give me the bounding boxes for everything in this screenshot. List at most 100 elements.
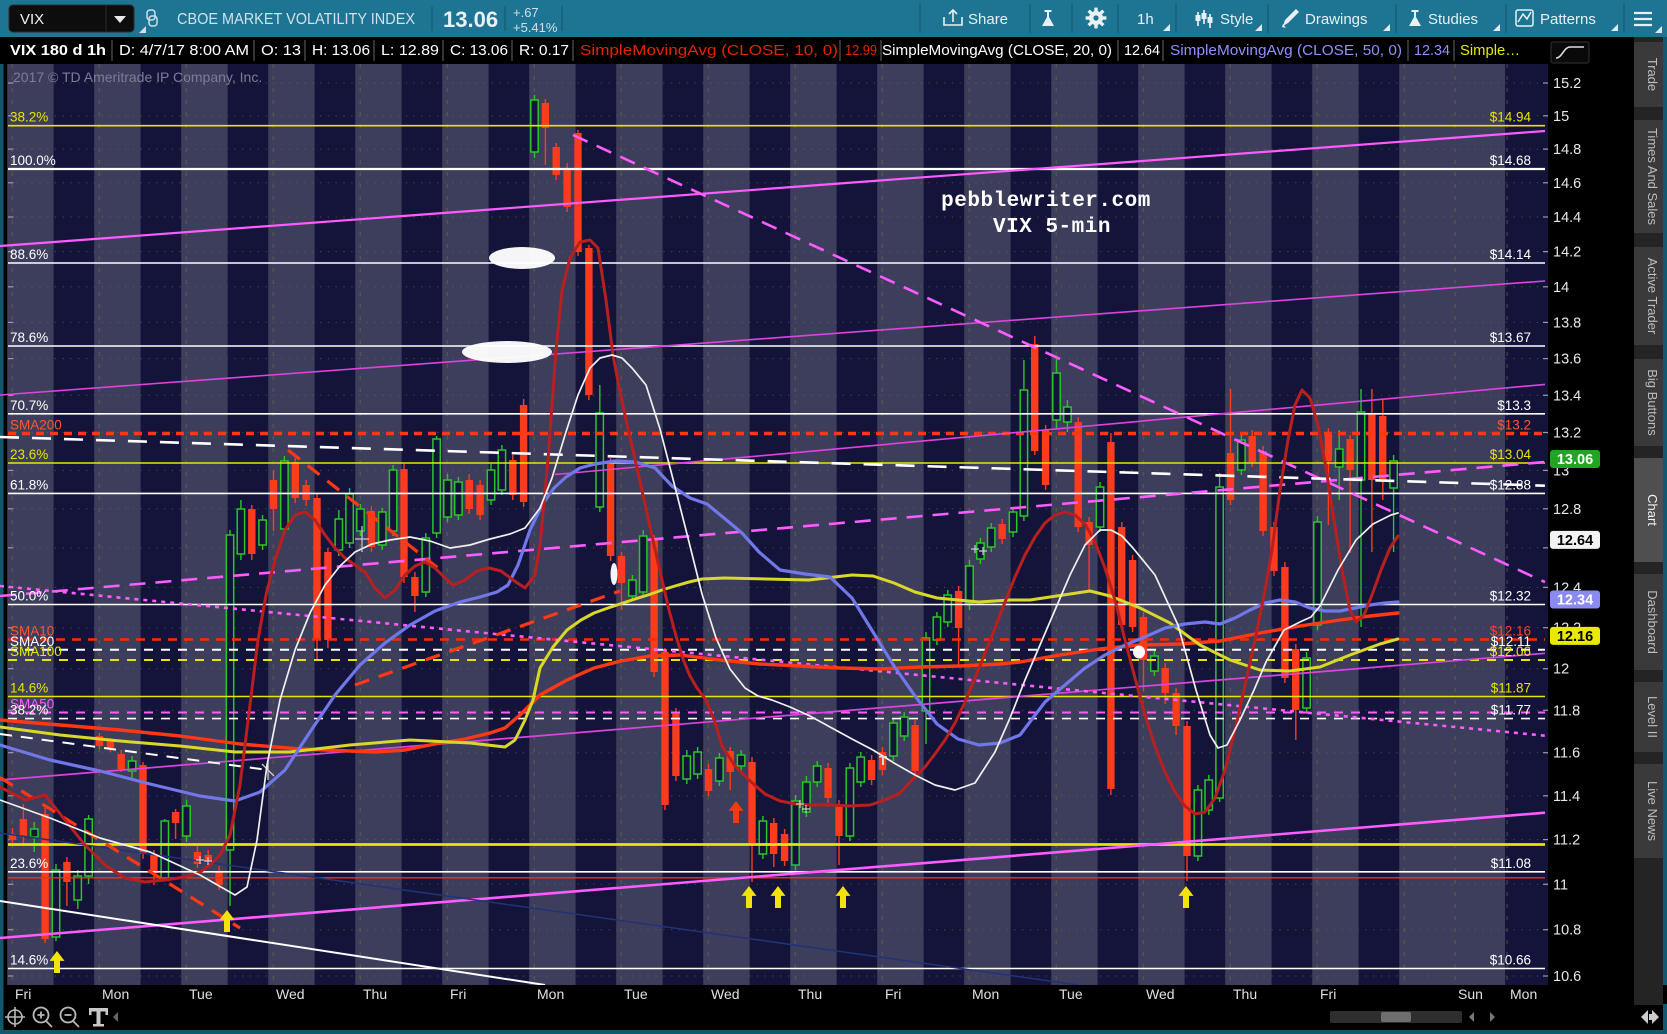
svg-text:12.34: 12.34 [1557,593,1593,609]
svg-text:70.7%: 70.7% [10,398,48,413]
svg-text:12.64: 12.64 [1557,533,1593,549]
svg-text:VIX 5-min: VIX 5-min [993,216,1111,239]
svg-text:Studies: Studies [1428,11,1478,28]
svg-text:12: 12 [1553,662,1569,678]
svg-text:$12.32: $12.32 [1490,589,1531,604]
svg-text:2017 © TD Ameritrade IP Compan: 2017 © TD Ameritrade IP Company, Inc. [13,69,262,85]
svg-text:$14.14: $14.14 [1490,247,1532,262]
svg-text:11: 11 [1553,877,1568,893]
svg-text:14.2: 14.2 [1553,245,1581,261]
svg-text:10.6: 10.6 [1553,969,1581,985]
svg-text:Level II: Level II [1645,696,1660,738]
svg-text:Tue: Tue [189,986,213,1002]
svg-text:13.06: 13.06 [443,7,498,32]
svg-text:Thu: Thu [1233,986,1257,1002]
svg-text:+.67: +.67 [513,5,539,20]
svg-text:Tue: Tue [1059,986,1083,1002]
svg-text:L: 12.89: L: 12.89 [381,43,439,59]
svg-text:$11.77: $11.77 [1491,703,1531,718]
svg-text:$12.88: $12.88 [1490,477,1531,492]
svg-text:Style: Style [1220,11,1253,28]
svg-text:Fri: Fri [885,986,901,1002]
svg-text:SMA200: SMA200 [10,418,62,433]
svg-text:VIX 180 d 1h: VIX 180 d 1h [10,43,106,59]
svg-text:$13.67: $13.67 [1490,330,1531,345]
svg-text:CBOE MARKET VOLATILITY INDEX: CBOE MARKET VOLATILITY INDEX [177,11,415,28]
svg-text:R: 0.17: R: 0.17 [519,43,569,59]
svg-text:Times And Sales: Times And Sales [1645,128,1660,226]
svg-text:Active Trader: Active Trader [1645,258,1660,335]
svg-text:Fri: Fri [1320,986,1336,1002]
svg-text:1h: 1h [1137,11,1154,28]
svg-text:13.2: 13.2 [1553,426,1581,442]
svg-text:13.4: 13.4 [1553,388,1581,404]
svg-text:$13.2: $13.2 [1497,418,1531,433]
svg-text:Mon: Mon [972,986,999,1002]
svg-text:23.6%: 23.6% [10,856,48,871]
svg-text:50.0%: 50.0% [10,589,48,604]
svg-text:Mon: Mon [102,986,129,1002]
svg-text:14.6%: 14.6% [10,681,48,696]
svg-text:Sun: Sun [1458,986,1483,1002]
svg-text:Tue: Tue [624,986,648,1002]
svg-text:pebblewriter.com: pebblewriter.com [941,190,1151,213]
svg-text:$11.08: $11.08 [1491,856,1531,871]
svg-text:12.99: 12.99 [845,43,877,59]
svg-text:$10.66: $10.66 [1490,953,1531,968]
svg-text:11.8: 11.8 [1553,703,1580,719]
svg-text:Drawings: Drawings [1305,11,1368,28]
svg-text:SimpleMovingAvg (CLOSE, 50, 0): SimpleMovingAvg (CLOSE, 50, 0) [1170,43,1402,59]
svg-text:C: 13.06: C: 13.06 [450,43,508,59]
svg-text:Thu: Thu [363,986,387,1002]
svg-text:SimpleMovingAvg (CLOSE, 10, 0): SimpleMovingAvg (CLOSE, 10, 0) [580,43,838,59]
svg-text:38.2%: 38.2% [10,110,48,125]
svg-text:100.0%: 100.0% [10,153,56,168]
svg-text:H: 13.06: H: 13.06 [312,43,370,59]
svg-text:Fri: Fri [450,986,466,1002]
svg-text:Dashboard: Dashboard [1645,590,1660,654]
svg-text:Trade: Trade [1645,58,1660,91]
svg-text:SimpleMovingAvg (CLOSE, 20, 0): SimpleMovingAvg (CLOSE, 20, 0) [882,43,1112,59]
svg-text:T: T [879,753,887,768]
svg-text:14: 14 [1553,280,1569,296]
svg-text:O: 13: O: 13 [261,43,301,59]
svg-text:Patterns: Patterns [1540,11,1596,28]
svg-text:$11.87: $11.87 [1491,681,1531,696]
svg-text:13.06: 13.06 [1557,452,1593,468]
svg-text:SMA50: SMA50 [10,697,54,712]
svg-text:23.6%: 23.6% [10,447,48,462]
svg-text:Share: Share [968,11,1008,28]
svg-text:Mon: Mon [1510,986,1537,1002]
svg-text:13.8: 13.8 [1553,315,1581,331]
svg-text:61.8%: 61.8% [10,477,48,492]
svg-text:15: 15 [1553,109,1569,125]
svg-text:Big Buttons: Big Buttons [1645,369,1660,436]
svg-text:12.64: 12.64 [1124,43,1160,59]
svg-text:14.6: 14.6 [1553,176,1581,192]
svg-text:$14.94: $14.94 [1490,110,1532,125]
svg-text:10.8: 10.8 [1553,923,1581,939]
svg-text:Wed: Wed [1146,986,1175,1002]
svg-text:12.16: 12.16 [1557,629,1593,645]
svg-text:Wed: Wed [276,986,305,1002]
svg-text:38.2%: 38.2% [10,703,48,718]
svg-text:$12.06: $12.06 [1490,644,1531,659]
svg-text:14.6%: 14.6% [10,953,48,968]
svg-text:Chart: Chart [1645,494,1660,526]
svg-text:Fri: Fri [15,986,31,1002]
svg-text:SMA100: SMA100 [10,644,62,659]
svg-text:Wed: Wed [711,986,740,1002]
svg-text:$13.3: $13.3 [1497,398,1531,413]
svg-text:+5.41%: +5.41% [513,20,558,35]
svg-text:$12.16: $12.16 [1490,624,1531,639]
svg-text:78.6%: 78.6% [10,330,48,345]
svg-text:13.6: 13.6 [1553,352,1581,368]
svg-text:15.2: 15.2 [1553,76,1581,92]
svg-text:14.4: 14.4 [1553,210,1581,226]
svg-text:$12.11: $12.11 [1491,634,1531,649]
svg-text:Thu: Thu [798,986,822,1002]
svg-text:12.34: 12.34 [1414,43,1450,59]
svg-text:Live News: Live News [1645,781,1660,841]
svg-text:$13.04: $13.04 [1490,447,1532,462]
svg-text:$14.68: $14.68 [1490,153,1531,168]
